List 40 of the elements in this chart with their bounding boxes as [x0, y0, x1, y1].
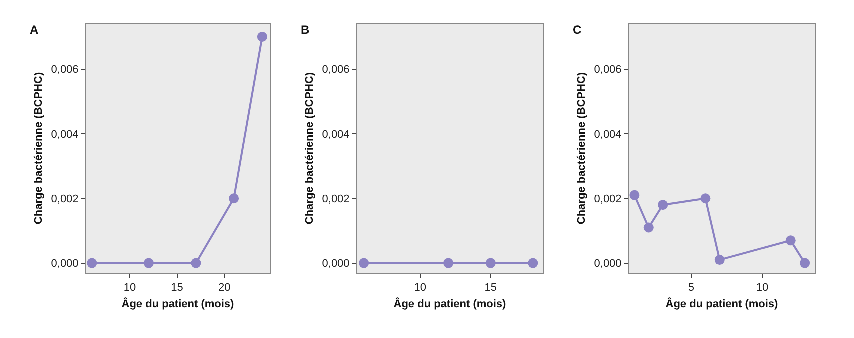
x-tick-label: 20: [218, 282, 231, 294]
y-axis-title: Charge bactérienne (BCPHC): [576, 72, 588, 225]
y-tick-label: 0,000: [322, 258, 350, 270]
y-tick-label: 0,006: [51, 64, 79, 76]
y-tick-label: 0,006: [594, 64, 622, 76]
x-axis-title: Âge du patient (mois): [122, 297, 235, 310]
point: [786, 236, 796, 246]
y-tick-label: 0,006: [322, 64, 350, 76]
y-tick-label: 0,000: [594, 258, 622, 270]
x-tick-label: 10: [414, 282, 427, 294]
y-tick-label: 0,002: [322, 193, 350, 206]
point: [714, 255, 725, 266]
x-tick-label: 15: [484, 282, 497, 294]
point: [630, 190, 640, 200]
y-tick-label: 0,000: [51, 258, 79, 270]
y-tick-label: 0,002: [594, 193, 622, 206]
x-tick-label: 5: [688, 282, 695, 294]
y-tick-label: 0,004: [322, 128, 350, 141]
point: [644, 222, 654, 233]
x-tick-label: 10: [756, 282, 769, 294]
point: [800, 258, 810, 268]
x-axis-title: Âge du patient (mois): [666, 297, 779, 310]
chart-title: B: [301, 23, 310, 37]
point: [87, 258, 98, 268]
point: [700, 194, 711, 204]
x-tick-label: 15: [171, 282, 184, 294]
point: [191, 258, 202, 268]
y-tick-label: 0,004: [51, 128, 79, 141]
point: [229, 194, 240, 204]
point: [257, 32, 268, 42]
point: [144, 258, 154, 268]
x-tick-label: 10: [124, 282, 136, 294]
x-axis-title: Âge du patient (mois): [394, 297, 507, 310]
y-tick-label: 0,004: [594, 128, 622, 141]
chart-title: A: [30, 23, 39, 37]
y-tick-label: 0,002: [51, 193, 79, 206]
y-axis-title: Charge bactérienne (BCPHC): [32, 72, 45, 225]
point: [658, 200, 668, 210]
y-axis-title: Charge bactérienne (BCPHC): [304, 72, 316, 225]
chart-title: C: [573, 23, 582, 37]
